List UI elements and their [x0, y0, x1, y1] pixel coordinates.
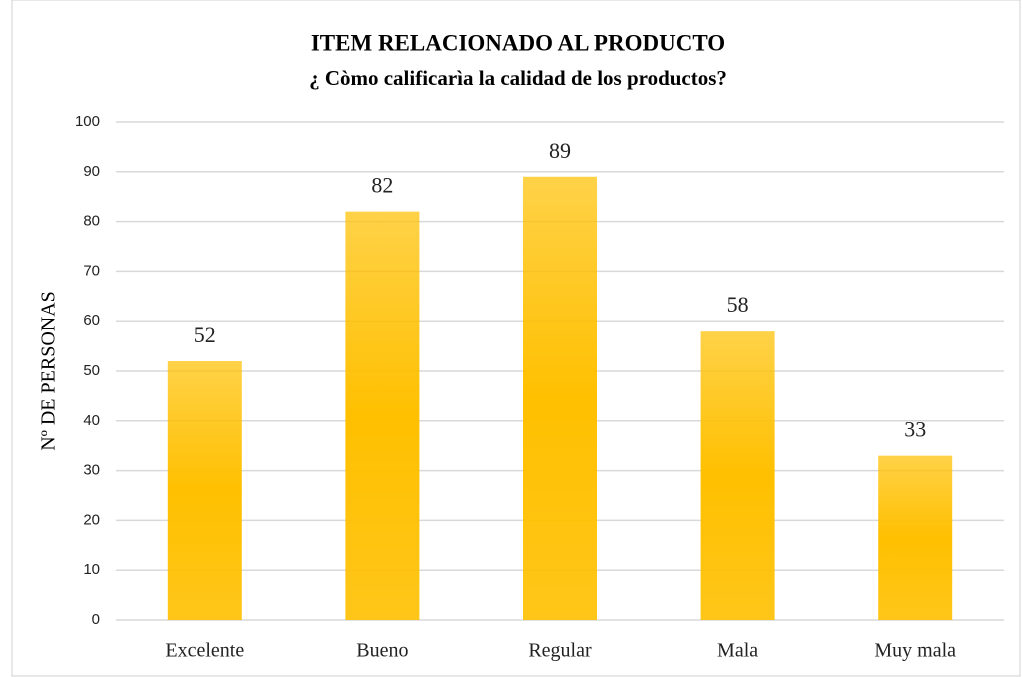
value-label: 52	[194, 322, 216, 347]
y-tick-label: 10	[83, 561, 100, 578]
y-tick-label: 0	[92, 611, 100, 628]
bar	[700, 331, 775, 620]
y-tick-label: 60	[83, 312, 100, 329]
value-label: 89	[549, 138, 571, 163]
y-tick-label: 100	[75, 113, 100, 130]
y-tick-label: 50	[83, 362, 100, 379]
chart-subtitle: ¿ Còmo calificarìa la calidad de los pro…	[309, 66, 727, 90]
value-label: 58	[727, 292, 749, 317]
bar	[345, 211, 420, 620]
x-tick-label: Bueno	[356, 640, 408, 662]
x-tick-label: Excelente	[165, 640, 244, 662]
x-tick-label: Muy mala	[874, 640, 956, 662]
y-tick-label: 20	[83, 511, 100, 528]
bar	[167, 361, 242, 620]
y-axis-label: Nº DE PERSONAS	[38, 291, 60, 451]
value-label: 82	[371, 173, 393, 198]
chart-border	[11, 0, 1021, 677]
y-tick-label: 70	[83, 262, 100, 279]
value-label: 33	[904, 417, 926, 442]
y-tick-label: 30	[83, 462, 100, 479]
x-tick-label: Regular	[528, 640, 592, 662]
x-tick-label: Mala	[717, 640, 758, 662]
y-tick-label: 90	[83, 163, 100, 180]
y-tick-label: 80	[83, 213, 100, 230]
bar	[878, 455, 953, 620]
bar	[523, 176, 597, 620]
y-tick-label: 40	[83, 412, 100, 429]
chart-title: ITEM RELACIONADO AL PRODUCTO	[311, 30, 725, 55]
